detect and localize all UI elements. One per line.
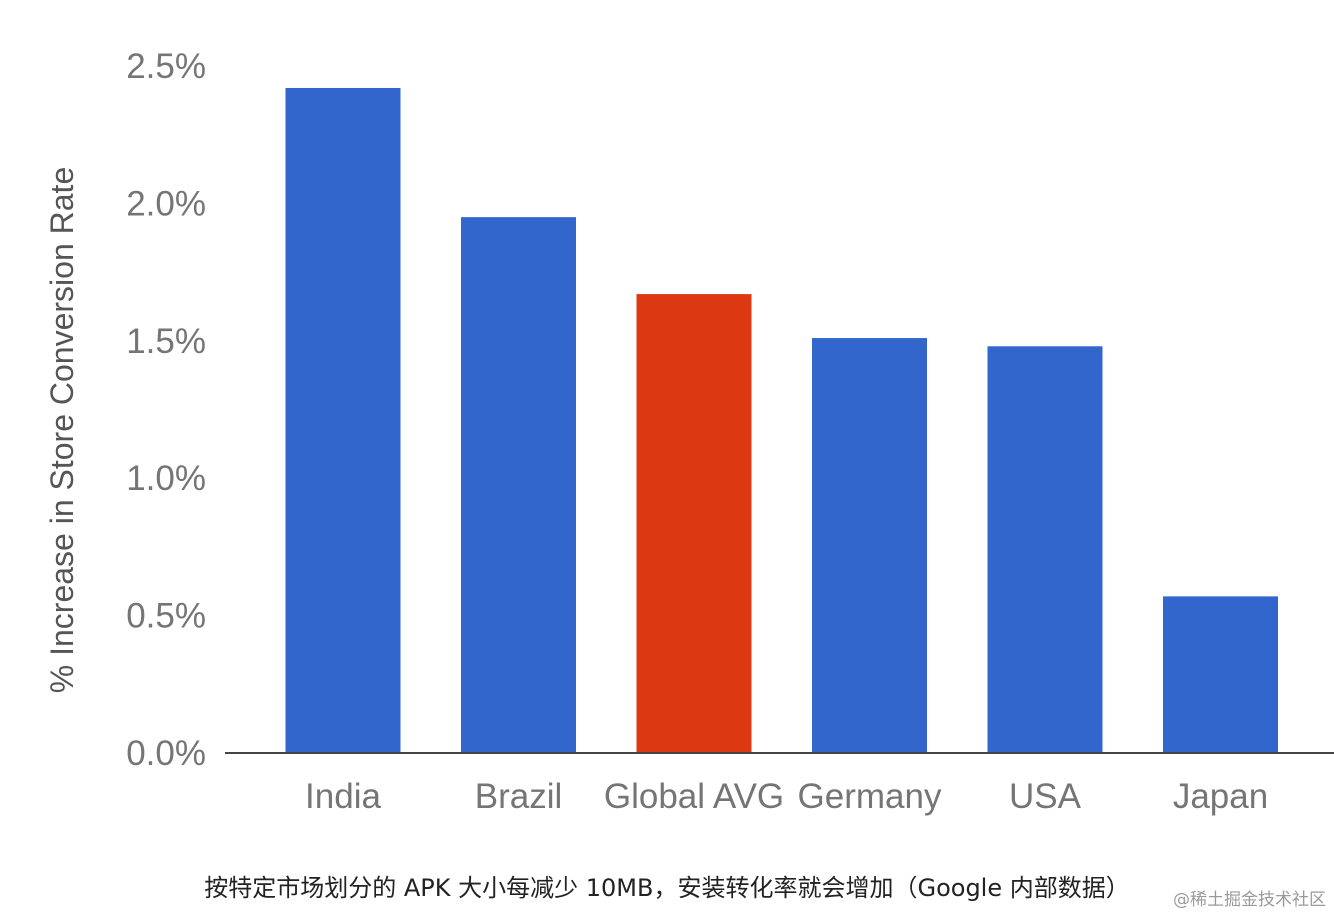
bar xyxy=(812,338,927,753)
y-tick-label: 1.0% xyxy=(126,459,206,498)
bars-group xyxy=(285,87,1278,753)
y-axis-ticks: 0.0% 0.5% 1.0% 1.5% 2.0% 2.5% xyxy=(126,47,206,773)
y-tick-label: 2.0% xyxy=(126,184,206,223)
y-tick-label: 1.5% xyxy=(126,322,206,361)
bar xyxy=(636,294,752,753)
bar xyxy=(461,217,576,753)
y-tick-label: 0.0% xyxy=(126,734,206,773)
figure-caption: 按特定市场划分的 APK 大小每减少 10MB，安装转化率就会增加（Google… xyxy=(204,874,1130,902)
x-tick-label: Brazil xyxy=(475,777,563,816)
y-tick-label: 0.5% xyxy=(126,597,206,636)
x-tick-label: Japan xyxy=(1173,777,1268,816)
x-tick-label: Germany xyxy=(798,777,942,816)
y-tick-label: 2.5% xyxy=(126,47,206,86)
x-tick-label: Global AVG xyxy=(604,777,784,816)
y-axis-label: % Increase in Store Conversion Rate xyxy=(44,167,80,693)
bar xyxy=(1163,596,1278,753)
x-axis-ticks: India Brazil Global AVG Germany USA Japan xyxy=(305,777,1268,816)
bar xyxy=(285,87,401,753)
x-tick-label: USA xyxy=(1009,777,1082,816)
watermark: @稀土掘金技术社区 xyxy=(1173,890,1326,910)
bar xyxy=(987,346,1103,753)
x-tick-label: India xyxy=(305,777,381,816)
